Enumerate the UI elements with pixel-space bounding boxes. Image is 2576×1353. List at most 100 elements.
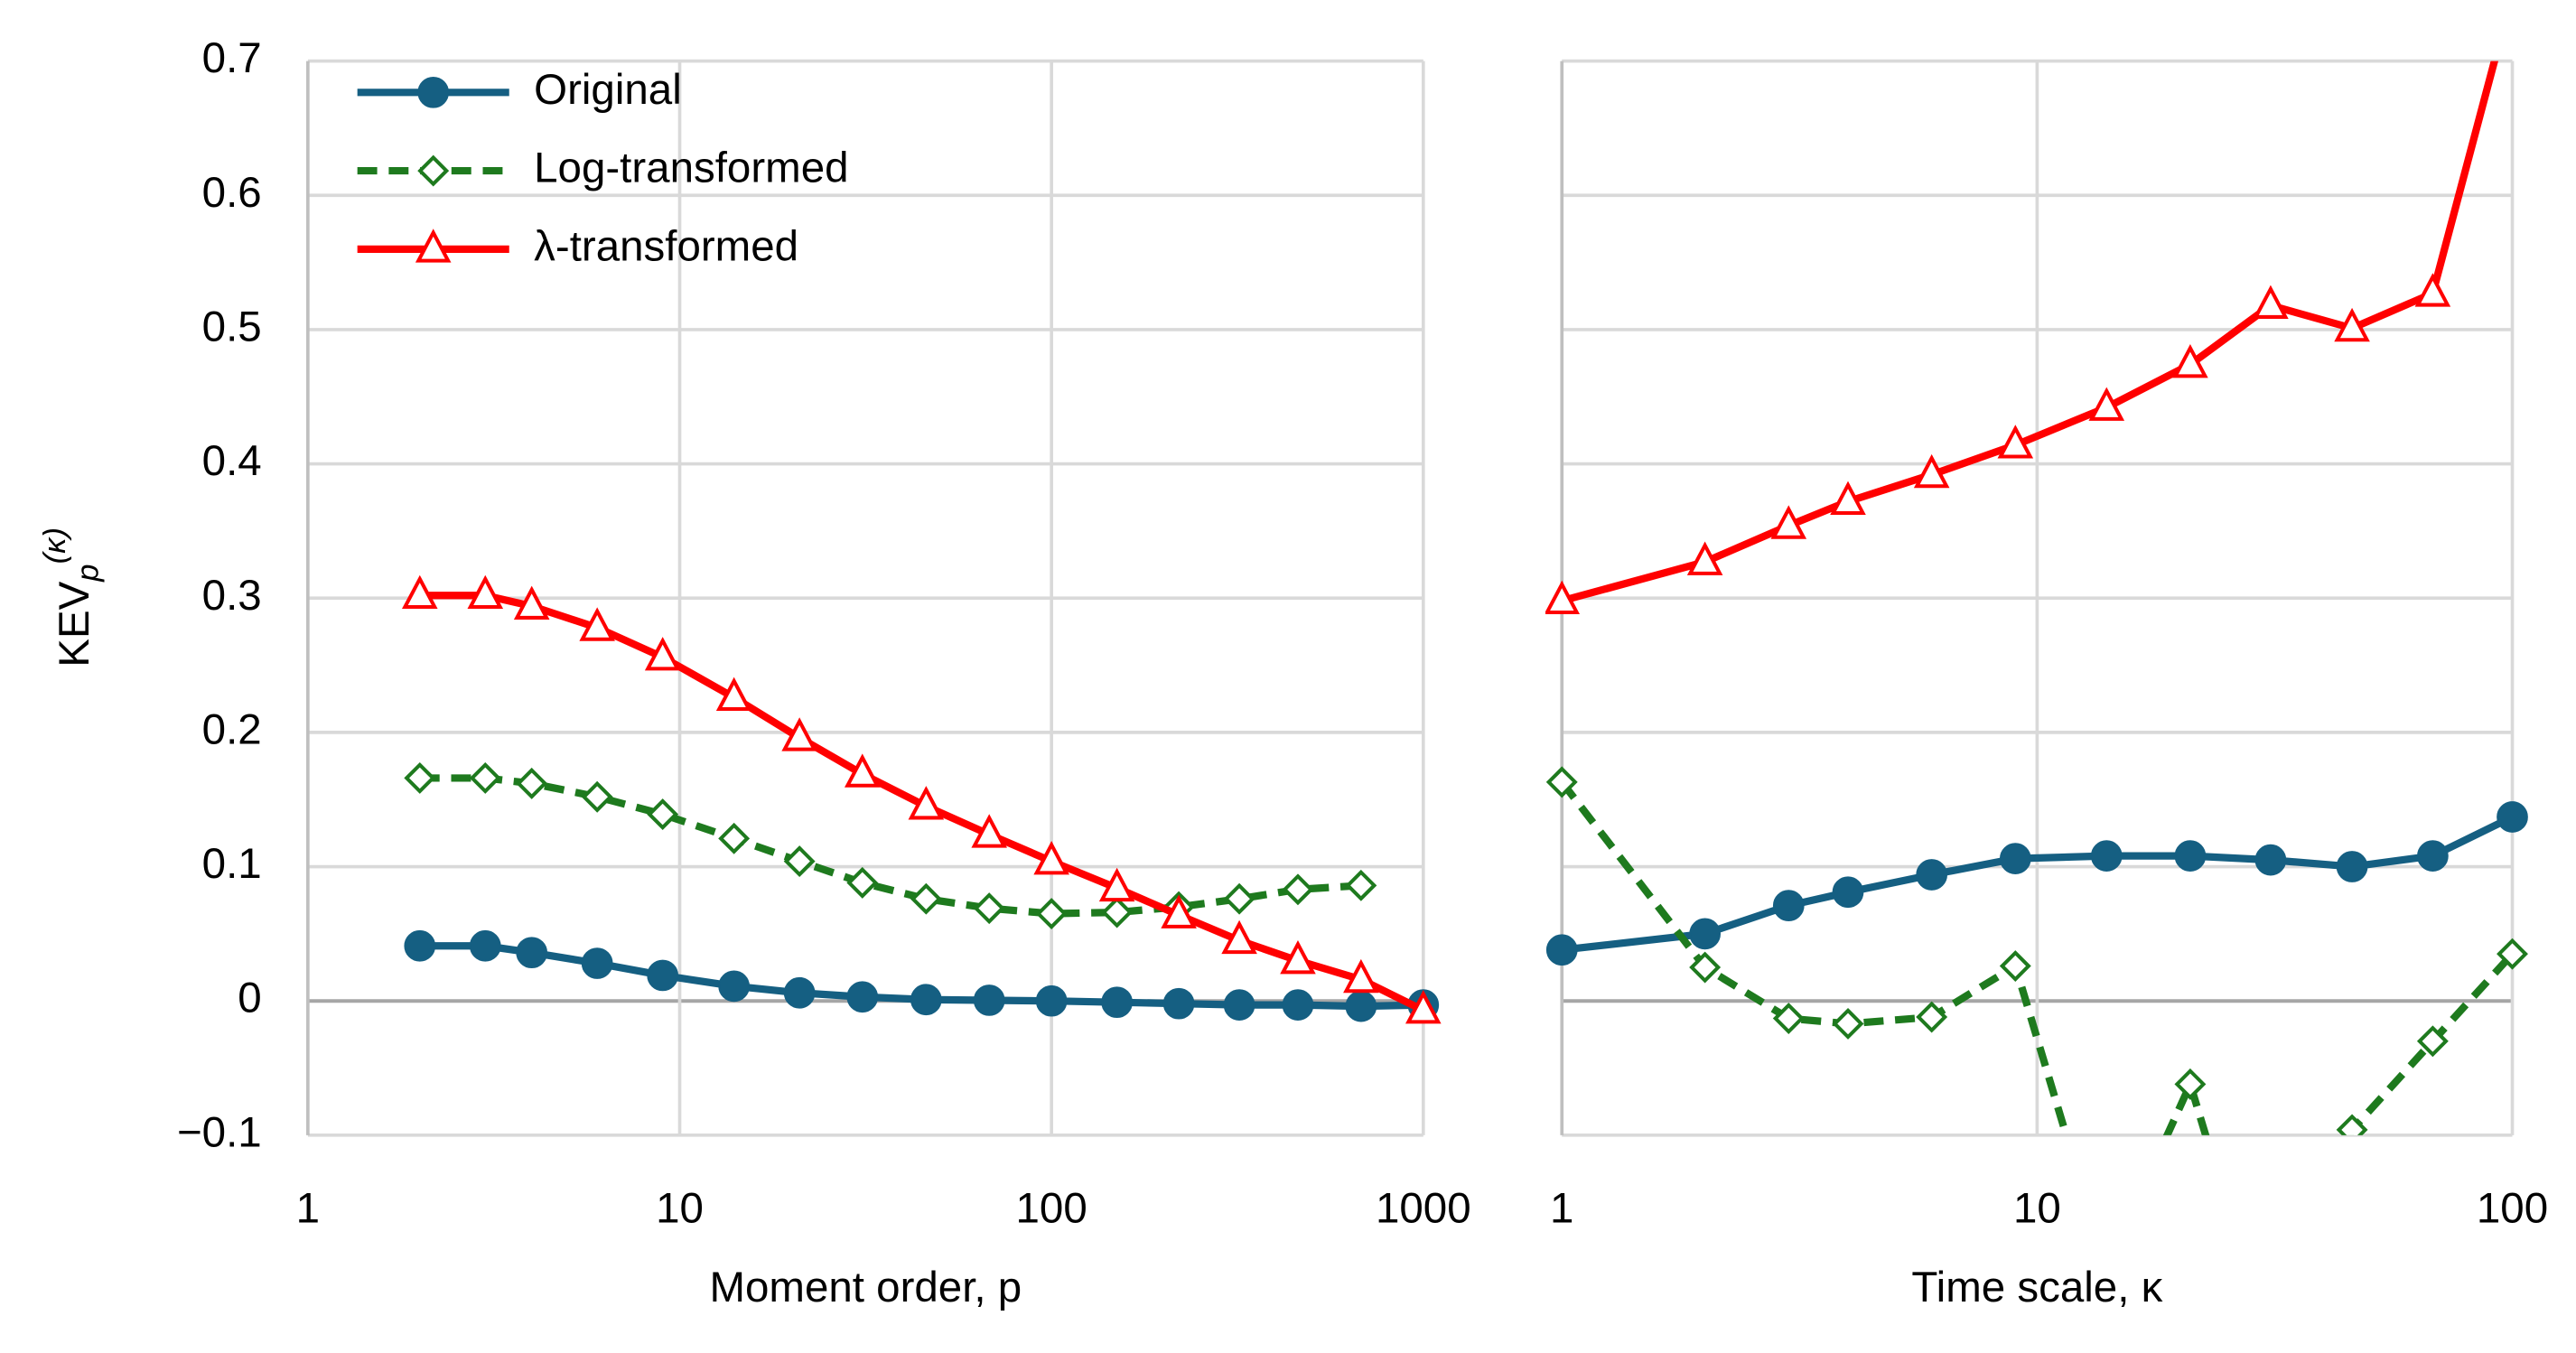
point: [1913, 453, 1950, 489]
point: [1223, 989, 1255, 1022]
point: [1345, 990, 1377, 1022]
point: [1689, 918, 1721, 950]
point: [2253, 285, 2289, 319]
y-tick-label: −0.1: [177, 1108, 262, 1156]
point: [781, 717, 817, 751]
x-tick-label: 10: [656, 1184, 704, 1232]
point: [971, 814, 1007, 848]
point: [1035, 898, 1068, 930]
point: [2174, 840, 2207, 872]
x-tick-label: 1: [296, 1184, 320, 1232]
point: [2257, 1337, 2283, 1353]
point: [2497, 801, 2528, 833]
legend-marker: [415, 229, 452, 263]
point: [910, 984, 942, 1016]
x-tick-label: 10: [2013, 1184, 2061, 1232]
point: [2334, 307, 2370, 342]
point: [2497, 938, 2528, 970]
point: [2414, 273, 2451, 307]
point: [469, 761, 501, 794]
point: [2336, 851, 2368, 882]
point: [1770, 505, 1807, 539]
point: [581, 780, 613, 813]
legend-label: λ-transformed: [534, 222, 798, 270]
point: [910, 882, 942, 915]
point: [581, 947, 613, 979]
x-tick-label: 1000: [1376, 1184, 1471, 1232]
x-tick-label: 100: [2477, 1184, 2548, 1232]
point: [846, 981, 879, 1013]
point: [404, 929, 436, 962]
plot-area: [1545, 0, 2528, 1353]
point: [1686, 541, 1723, 575]
point: [718, 822, 751, 854]
point: [513, 585, 550, 620]
x-tick-label: 100: [1016, 1184, 1087, 1232]
plot-area: [402, 574, 1442, 1024]
y-label-sub: p: [71, 564, 106, 582]
point: [1221, 919, 1257, 955]
point: [1101, 896, 1134, 928]
legend-label: Original: [534, 66, 682, 114]
point: [516, 767, 548, 799]
legend-marker: [417, 76, 450, 108]
point: [1343, 958, 1379, 994]
point: [1689, 951, 1722, 984]
y-tick-label: 0.1: [202, 840, 262, 888]
point: [2172, 343, 2208, 378]
point: [2088, 387, 2125, 421]
legend-marker: [417, 154, 450, 187]
point: [647, 798, 679, 831]
series-line: [419, 774, 1362, 918]
point: [1916, 859, 1948, 891]
x-axis-label: Time scale, κ: [1911, 1264, 2162, 1311]
point: [402, 574, 438, 610]
y-axis-label: KEVp(κ): [38, 527, 106, 667]
point: [1282, 989, 1314, 1022]
point: [1832, 876, 1864, 909]
point: [1033, 841, 1069, 875]
point: [718, 970, 751, 1003]
point: [644, 637, 681, 671]
point: [2336, 1114, 2368, 1135]
y-tick-label: 0.7: [202, 34, 262, 82]
point: [1162, 987, 1195, 1020]
point: [1545, 934, 1578, 966]
point: [973, 892, 1005, 925]
point: [715, 676, 752, 712]
point: [1223, 882, 1255, 915]
point: [2417, 840, 2449, 872]
point: [1772, 890, 1805, 922]
point: [844, 753, 881, 788]
point: [1101, 986, 1133, 1019]
point: [1545, 766, 1578, 798]
x-axis-label: Moment order, p: [709, 1264, 1022, 1311]
point: [647, 959, 679, 992]
point: [1772, 1003, 1805, 1034]
point: [1345, 869, 1377, 901]
y-tick-label: 0.4: [202, 437, 262, 485]
y-tick-label: 0.2: [202, 705, 262, 753]
point: [1832, 1008, 1864, 1040]
point: [2497, 0, 2527, 5]
point: [404, 761, 436, 794]
point: [1098, 867, 1135, 902]
point: [516, 937, 548, 969]
point: [1280, 940, 1316, 975]
point: [908, 786, 945, 820]
x-tick-label: 1: [1550, 1184, 1573, 1232]
point: [1282, 873, 1314, 906]
point: [1916, 1001, 1948, 1033]
point: [2416, 1025, 2449, 1058]
point: [1545, 580, 1581, 614]
point: [783, 976, 816, 1009]
point: [1405, 990, 1442, 1024]
point: [2254, 844, 2287, 876]
point: [783, 845, 816, 878]
point: [1830, 481, 1866, 515]
point: [1035, 984, 1068, 1017]
y-tick-label: 0.5: [202, 303, 262, 350]
point: [846, 866, 879, 899]
point: [1997, 425, 2034, 459]
point: [2090, 840, 2123, 872]
